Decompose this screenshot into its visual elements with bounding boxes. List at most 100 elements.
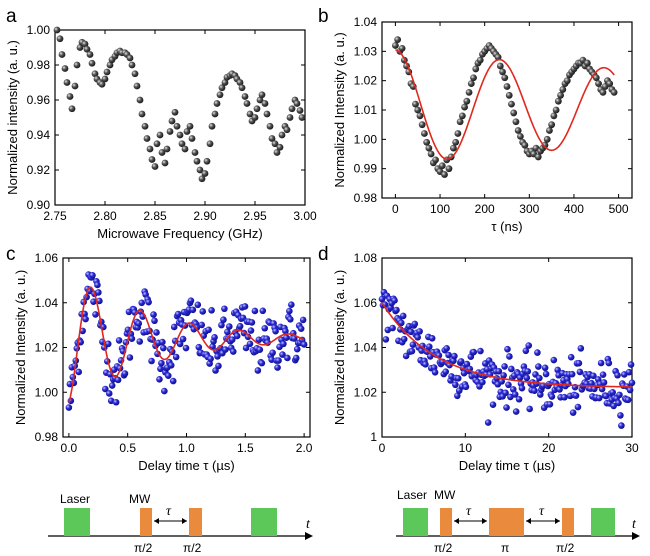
data-point [508, 365, 515, 373]
data-point [548, 121, 556, 129]
data-point [465, 89, 473, 96]
data-point [454, 130, 462, 137]
data-point [516, 133, 524, 140]
seq-c-mw-pulse-2 [189, 508, 202, 536]
data-point [220, 316, 227, 324]
data-point [561, 393, 568, 401]
x-tick-label: 20 [542, 441, 556, 455]
data-point [451, 352, 458, 360]
data-point [244, 333, 252, 341]
y-tick-label: 1.04 [354, 15, 378, 29]
data-point [273, 149, 281, 156]
data-point [206, 140, 214, 148]
data-point [416, 328, 423, 335]
data-point [583, 59, 591, 67]
data-point [445, 351, 452, 359]
data-point [128, 335, 136, 342]
data-point [141, 122, 149, 130]
y-tick-label: 1.00 [35, 385, 59, 399]
seq-c-laser-pulse-1 [64, 508, 90, 536]
data-point [133, 82, 141, 90]
data-point [269, 349, 276, 357]
data-point [90, 298, 97, 305]
data-point [470, 74, 477, 82]
data-point [567, 353, 575, 361]
seq-d-t-label: t [632, 517, 637, 532]
data-point [82, 315, 89, 323]
data-point [470, 348, 477, 356]
seq-d-tau2-right [555, 518, 560, 524]
y-tick-label: 0.98 [354, 191, 378, 205]
y-tick-label: 1.06 [35, 251, 59, 265]
data-point [461, 103, 468, 111]
data-point [274, 364, 281, 371]
data-point [536, 374, 543, 382]
data-point [427, 150, 435, 158]
data-point [511, 391, 519, 398]
data-point [407, 328, 415, 336]
data-point [150, 311, 157, 318]
data-point [505, 91, 513, 99]
data-point [419, 342, 426, 350]
data-point [153, 140, 161, 148]
data-point [512, 408, 520, 415]
data-point [164, 372, 172, 380]
y-tick-label: 1.08 [354, 251, 378, 265]
data-point [94, 281, 101, 289]
data-point [246, 110, 254, 118]
data-point [138, 110, 146, 118]
data-point [472, 65, 480, 73]
data-point [115, 337, 123, 344]
data-point [183, 128, 191, 135]
y-tick-label: 1.02 [354, 385, 378, 399]
data-point [163, 145, 171, 153]
x-tick-label: 300 [519, 202, 539, 216]
seq-d-tau1-left [454, 518, 459, 524]
data-point [218, 321, 225, 329]
data-point [499, 68, 506, 76]
x-tick-label: 500 [609, 202, 629, 216]
data-point [521, 141, 529, 149]
data-point [79, 327, 86, 335]
y-tick-label: 1.04 [35, 296, 59, 310]
data-point [453, 392, 461, 400]
seq-c-tau-arrow-right [182, 518, 187, 524]
data-point [454, 375, 462, 382]
y-tick-label: 1.04 [354, 341, 378, 355]
data-point [131, 70, 139, 78]
data-point [477, 347, 484, 355]
data-point [626, 386, 634, 394]
data-point [92, 311, 99, 318]
data-point [514, 127, 522, 134]
data-point [88, 59, 96, 67]
data-point [452, 381, 459, 389]
x-tick-label: 2.0 [296, 441, 313, 455]
data-point [169, 377, 177, 385]
pulse-sequence-d: t Laser MW τ τ π/2 π π/2 [396, 488, 640, 555]
data-point [398, 45, 406, 52]
data-point [509, 386, 517, 393]
data-point [214, 353, 221, 360]
data-point [432, 156, 439, 164]
data-point [450, 144, 457, 152]
x-tick-label: 10 [459, 441, 473, 455]
data-point [188, 135, 196, 142]
data-point [236, 79, 244, 86]
data-point [135, 320, 143, 327]
seq-c-laser-pulse-2 [251, 508, 277, 536]
y-tick-label: 1 [370, 430, 377, 444]
data-point [550, 112, 558, 120]
data-point [391, 42, 399, 49]
x-axis-label-d: Delay time τ (µs) [459, 458, 555, 473]
data-point [143, 135, 151, 142]
x-axis-label-a: Microwave Frequency (GHz) [97, 226, 262, 241]
data-point [208, 122, 216, 130]
data-point [254, 367, 262, 374]
data-point [610, 89, 618, 96]
data-point [628, 379, 636, 387]
data-point [89, 272, 96, 279]
data-point [614, 371, 621, 379]
data-point [248, 319, 256, 326]
data-point [286, 114, 294, 121]
